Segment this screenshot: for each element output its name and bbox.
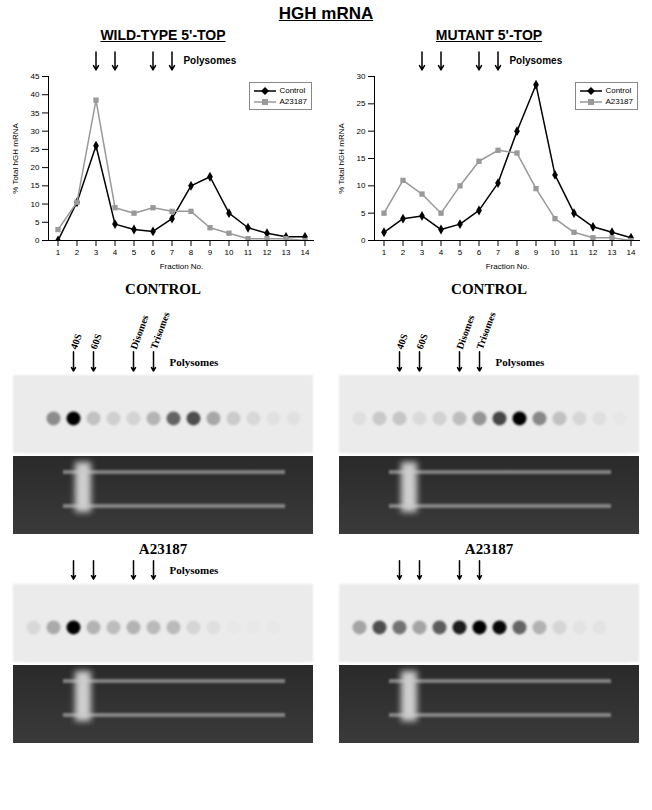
svg-text:% Total hGH mRNA: % Total hGH mRNA bbox=[11, 123, 20, 194]
svg-text:14: 14 bbox=[627, 248, 636, 257]
svg-text:15: 15 bbox=[357, 154, 366, 163]
svg-text:13: 13 bbox=[282, 248, 291, 257]
svg-text:Trisomes: Trisomes bbox=[148, 310, 172, 350]
svg-text:5: 5 bbox=[132, 248, 137, 257]
svg-text:10: 10 bbox=[31, 200, 40, 209]
svg-text:6: 6 bbox=[477, 248, 482, 257]
svg-text:Polysomes: Polysomes bbox=[170, 564, 220, 576]
html-text:Control: Control bbox=[279, 86, 306, 95]
svg-text:40: 40 bbox=[31, 90, 40, 99]
html-text:A23187: A23187 bbox=[279, 97, 307, 106]
svg-text:Polysomes: Polysomes bbox=[170, 356, 220, 368]
svg-text:60S: 60S bbox=[414, 332, 430, 351]
html-text:CONTROL: CONTROL bbox=[125, 281, 201, 297]
html-text:MUTANT 5'-TOP: MUTANT 5'-TOP bbox=[435, 27, 543, 43]
svg-text:8: 8 bbox=[515, 248, 520, 257]
html-text:A23187: A23187 bbox=[464, 541, 514, 557]
svg-text:1: 1 bbox=[382, 248, 387, 257]
svg-text:4: 4 bbox=[439, 248, 444, 257]
svg-text:7: 7 bbox=[496, 248, 501, 257]
svg-text:5: 5 bbox=[361, 209, 366, 218]
svg-text:10: 10 bbox=[225, 248, 234, 257]
svg-text:30: 30 bbox=[357, 72, 366, 81]
svg-text:Fraction No.: Fraction No. bbox=[160, 262, 204, 271]
svg-text:7: 7 bbox=[170, 248, 175, 257]
svg-text:9: 9 bbox=[534, 248, 539, 257]
html-text:Control: Control bbox=[605, 86, 632, 95]
svg-text:25: 25 bbox=[357, 99, 366, 108]
svg-text:Fraction No.: Fraction No. bbox=[486, 262, 530, 271]
svg-text:6: 6 bbox=[151, 248, 156, 257]
svg-text:20: 20 bbox=[357, 127, 366, 136]
svg-text:60S: 60S bbox=[88, 332, 104, 351]
svg-text:11: 11 bbox=[570, 248, 579, 257]
svg-text:15: 15 bbox=[31, 181, 40, 190]
svg-text:3: 3 bbox=[420, 248, 425, 257]
svg-text:3: 3 bbox=[94, 248, 99, 257]
svg-text:1: 1 bbox=[56, 248, 61, 257]
svg-text:25: 25 bbox=[31, 145, 40, 154]
svg-text:5: 5 bbox=[458, 248, 463, 257]
svg-text:30: 30 bbox=[31, 127, 40, 136]
svg-text:45: 45 bbox=[31, 72, 40, 81]
svg-text:Disomes: Disomes bbox=[128, 313, 151, 350]
svg-text:12: 12 bbox=[263, 248, 272, 257]
svg-text:2: 2 bbox=[401, 248, 406, 257]
svg-text:10: 10 bbox=[551, 248, 560, 257]
html-text:WILD-TYPE 5'-TOP: WILD-TYPE 5'-TOP bbox=[100, 27, 226, 43]
svg-text:9: 9 bbox=[208, 248, 213, 257]
svg-text:14: 14 bbox=[301, 248, 310, 257]
html-text:A23187: A23187 bbox=[605, 97, 633, 106]
svg-text:4: 4 bbox=[113, 248, 118, 257]
svg-text:5: 5 bbox=[35, 218, 40, 227]
svg-text:% Total hGH mRNA: % Total hGH mRNA bbox=[337, 123, 346, 194]
svg-text:10: 10 bbox=[357, 181, 366, 190]
html-text:HGH mRNA: HGH mRNA bbox=[278, 4, 374, 23]
svg-text:13: 13 bbox=[608, 248, 617, 257]
svg-text:8: 8 bbox=[189, 248, 194, 257]
svg-text:Polysomes: Polysomes bbox=[183, 55, 236, 66]
svg-text:40S: 40S bbox=[68, 332, 84, 351]
svg-text:Polysomes: Polysomes bbox=[496, 356, 546, 368]
svg-text:Polysomes: Polysomes bbox=[509, 55, 562, 66]
svg-text:0: 0 bbox=[35, 236, 40, 245]
html-text:CONTROL: CONTROL bbox=[451, 281, 527, 297]
svg-text:35: 35 bbox=[31, 109, 40, 118]
svg-text:Trisomes: Trisomes bbox=[474, 310, 498, 350]
svg-text:2: 2 bbox=[75, 248, 80, 257]
svg-text:12: 12 bbox=[589, 248, 598, 257]
svg-text:11: 11 bbox=[244, 248, 253, 257]
svg-text:Disomes: Disomes bbox=[454, 313, 477, 350]
svg-text:20: 20 bbox=[31, 163, 40, 172]
svg-text:40S: 40S bbox=[394, 332, 410, 351]
svg-text:0: 0 bbox=[361, 236, 366, 245]
html-text:A23187: A23187 bbox=[138, 541, 188, 557]
